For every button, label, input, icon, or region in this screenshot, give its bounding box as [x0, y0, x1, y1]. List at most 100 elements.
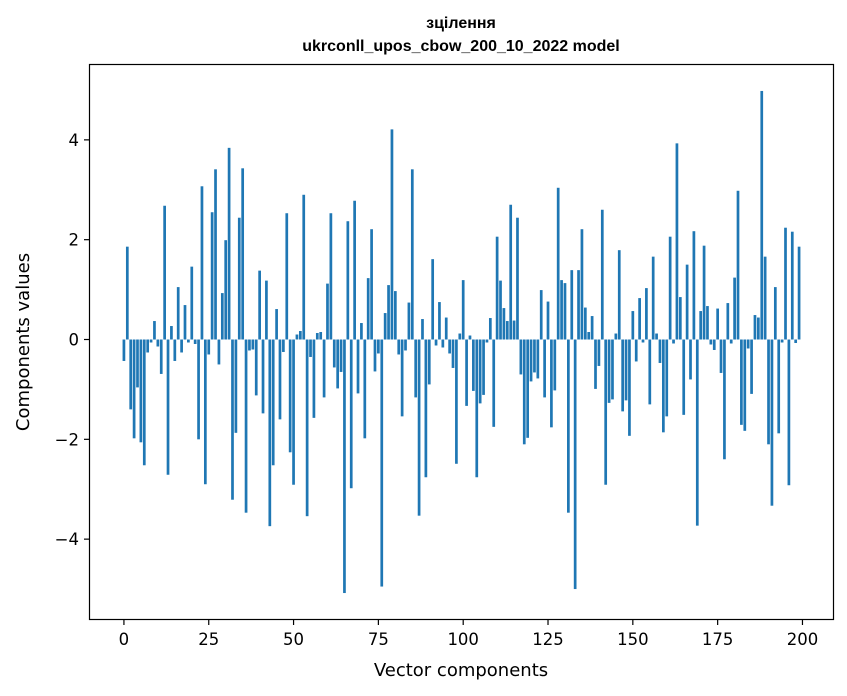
- bar: [427, 339, 431, 385]
- bar: [132, 339, 136, 439]
- bar: [556, 187, 560, 340]
- bar: [285, 213, 289, 340]
- y-tick-label: 2: [69, 231, 80, 250]
- bar: [380, 339, 384, 587]
- bar: [254, 339, 258, 396]
- x-tick-label: 100: [447, 630, 479, 649]
- bar: [485, 339, 489, 343]
- bar: [251, 339, 255, 350]
- bar: [787, 339, 791, 486]
- bar: [271, 339, 275, 466]
- bar: [332, 339, 336, 368]
- bar: [794, 339, 798, 343]
- bar: [424, 339, 428, 478]
- bar: [587, 332, 591, 340]
- bar: [210, 212, 214, 340]
- bar: [628, 339, 631, 436]
- bar: [594, 339, 597, 389]
- bar: [645, 288, 648, 340]
- bar: [750, 339, 753, 394]
- bar: [726, 303, 730, 340]
- bar: [244, 339, 248, 513]
- bar: [149, 339, 153, 343]
- bar: [139, 339, 143, 443]
- bar: [624, 339, 628, 401]
- bar: [163, 205, 166, 340]
- bar: [733, 277, 736, 340]
- bar: [207, 339, 211, 355]
- bar: [180, 339, 183, 353]
- bar: [760, 90, 764, 340]
- bar: [757, 317, 760, 340]
- bar: [363, 339, 367, 439]
- bar: [573, 339, 577, 590]
- bar: [550, 339, 553, 428]
- bar: [234, 339, 238, 433]
- bar: [393, 291, 397, 340]
- bar: [193, 339, 197, 344]
- x-tick-label: 75: [368, 630, 389, 649]
- bar: [397, 339, 401, 355]
- y-tick-label: 4: [69, 131, 80, 150]
- bar: [438, 302, 441, 340]
- bar: [614, 333, 618, 340]
- bar: [465, 339, 468, 406]
- bar: [237, 217, 241, 340]
- bar: [478, 339, 482, 404]
- bar: [672, 339, 675, 344]
- bar: [546, 301, 550, 340]
- bar: [455, 339, 458, 464]
- bar: [356, 339, 360, 394]
- bar: [655, 333, 658, 340]
- bar: [509, 204, 513, 340]
- bar: [709, 339, 713, 345]
- bar: [699, 311, 703, 340]
- bar: [665, 339, 669, 417]
- y-axis-label: Components values: [13, 253, 34, 431]
- bar: [339, 339, 343, 372]
- bar: [370, 229, 373, 340]
- bar: [292, 339, 295, 485]
- bar: [519, 339, 523, 375]
- bar: [203, 339, 207, 485]
- bar: [383, 313, 387, 340]
- bar: [488, 318, 492, 340]
- bar: [414, 339, 418, 398]
- bar: [770, 339, 774, 506]
- bar: [740, 339, 743, 425]
- bar: [326, 283, 329, 340]
- bar: [706, 306, 709, 340]
- bar: [258, 270, 261, 340]
- bar: [468, 335, 472, 340]
- bar: [448, 339, 451, 354]
- bar: [390, 129, 394, 340]
- bar: [685, 264, 689, 340]
- bar: [298, 331, 302, 340]
- bar: [190, 266, 194, 340]
- bar: [607, 339, 611, 403]
- y-tick-label: 0: [69, 331, 80, 350]
- bar: [346, 221, 350, 340]
- bar: [261, 339, 265, 414]
- y-axis: −4 −2 0 2 4: [55, 131, 90, 549]
- bar: [505, 321, 509, 340]
- bar: [343, 339, 346, 594]
- bar: [129, 339, 133, 410]
- bar: [329, 213, 333, 340]
- bar: [217, 339, 221, 365]
- bar: [719, 339, 723, 373]
- chart-subtitle: ukrconll_upos_cbow_200_10_2022 model: [302, 38, 619, 55]
- bar: [319, 332, 323, 340]
- bar: [431, 259, 435, 340]
- bar: [176, 287, 180, 340]
- bar: [736, 190, 740, 340]
- bar-series: [122, 90, 801, 594]
- bar: [156, 339, 160, 347]
- bar: [536, 339, 540, 379]
- bar: [288, 339, 292, 453]
- bar: [309, 339, 312, 357]
- bar: [773, 287, 777, 340]
- bar: [322, 339, 326, 398]
- bar: [451, 339, 455, 368]
